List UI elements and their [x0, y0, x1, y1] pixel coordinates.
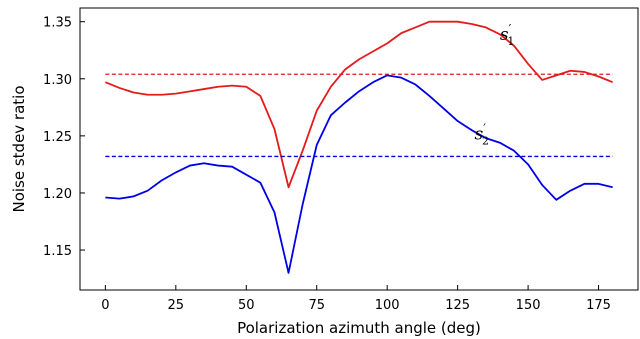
- y-tick-label: 1.15: [43, 244, 72, 259]
- series-line-2: [105, 74, 613, 274]
- series-label-1: s′ 1: [500, 22, 514, 48]
- x-tick-label: 100: [375, 298, 400, 313]
- y-tick-label: 1.20: [43, 187, 72, 202]
- x-tick-label: 50: [238, 298, 255, 313]
- x-tick-label: 175: [586, 298, 611, 313]
- y-tick-label: 1.25: [43, 130, 72, 145]
- y-tick-label: 1.30: [43, 73, 72, 88]
- x-tick-label: 150: [516, 298, 541, 313]
- y-tick-label: 1.35: [43, 16, 72, 31]
- y-axis-label: Noise stdev ratio: [10, 85, 28, 212]
- plot-frame: [79, 7, 639, 291]
- series-label-2: s′ 2: [475, 121, 489, 147]
- x-tick-label: 75: [308, 298, 325, 313]
- x-tick-label: 0: [101, 298, 109, 313]
- series-line-1: [105, 20, 613, 189]
- x-tick-label: 25: [168, 298, 185, 313]
- x-tick-label: 125: [445, 298, 470, 313]
- x-axis-label: Polarization azimuth angle (deg): [237, 319, 481, 337]
